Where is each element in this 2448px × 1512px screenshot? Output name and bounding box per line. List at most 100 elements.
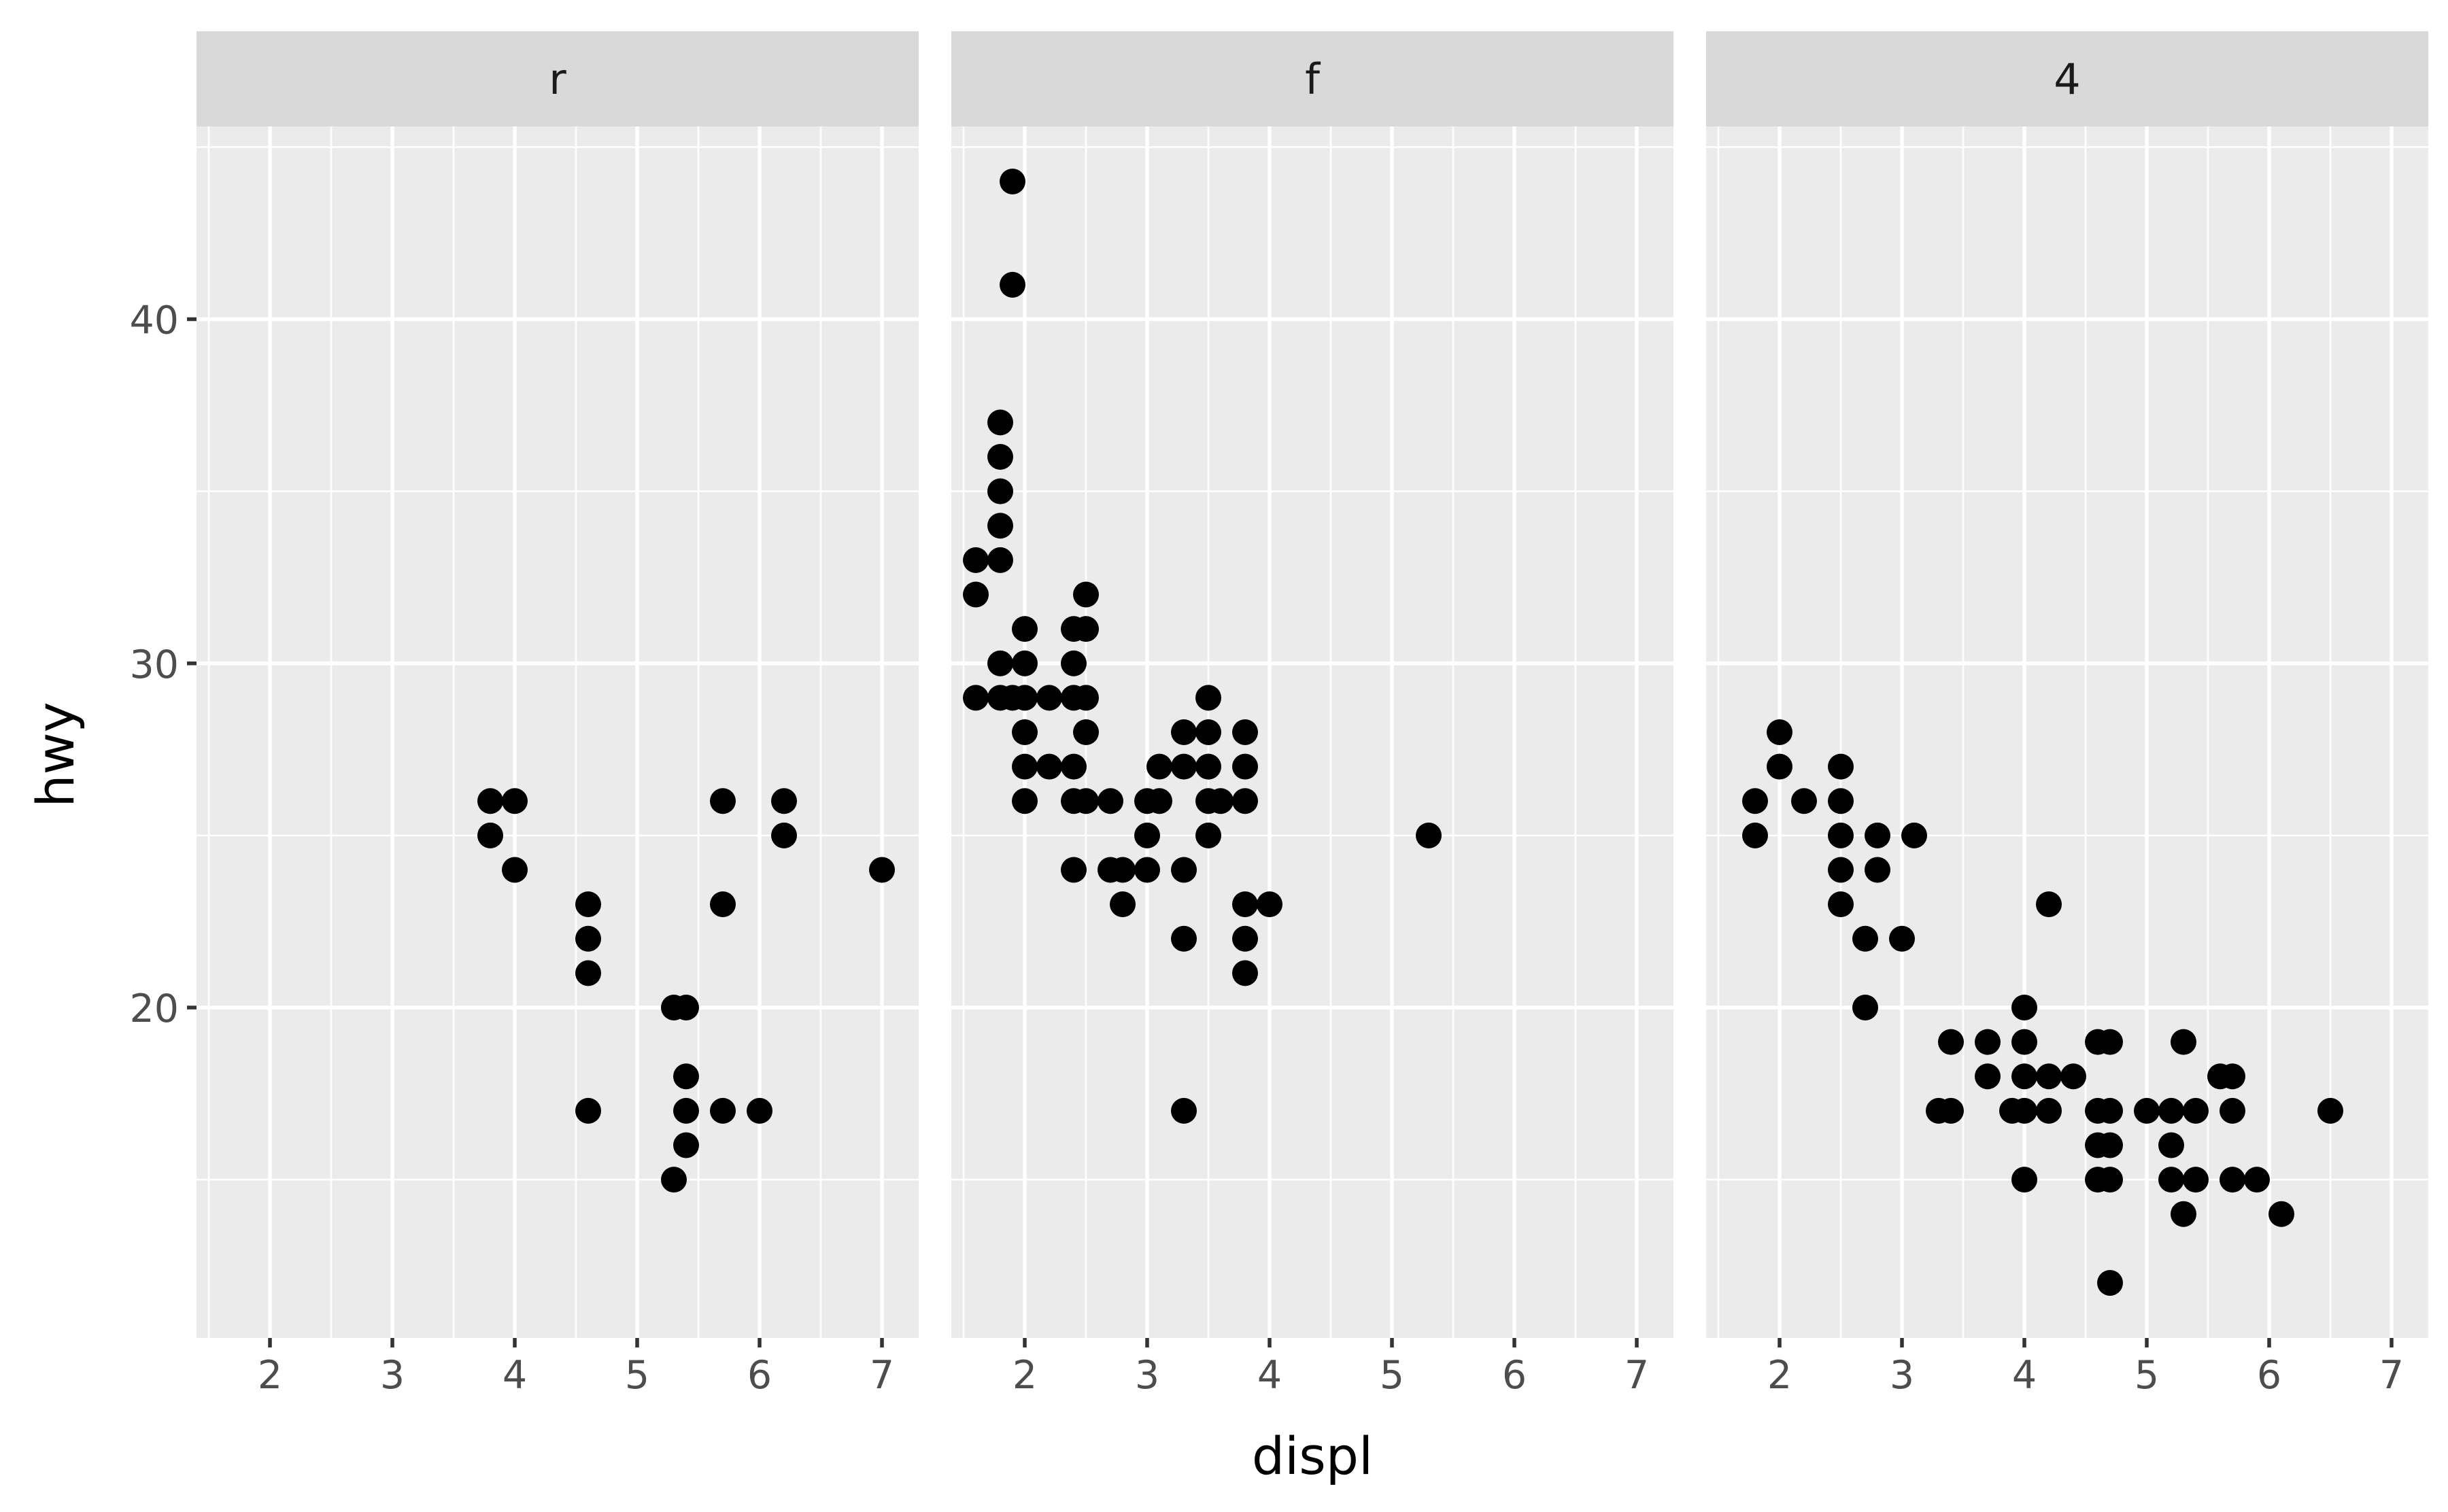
data-point bbox=[2171, 1201, 2196, 1227]
facet-strip bbox=[951, 31, 1673, 126]
data-point bbox=[1171, 857, 1197, 883]
data-point bbox=[575, 891, 601, 918]
data-point bbox=[502, 788, 528, 814]
data-point bbox=[1889, 925, 1915, 952]
data-point bbox=[673, 1097, 699, 1124]
data-point bbox=[1195, 822, 1221, 848]
data-point bbox=[1073, 685, 1099, 711]
data-point bbox=[1012, 650, 1038, 676]
data-point bbox=[1000, 169, 1025, 194]
data-point bbox=[1828, 891, 1854, 918]
plot-panel bbox=[197, 126, 919, 1338]
facet-panel-f: f 2 3 4 5 6 7 bbox=[951, 31, 1673, 1398]
data-point bbox=[673, 995, 699, 1020]
data-point bbox=[575, 1097, 601, 1124]
data-point bbox=[2097, 1270, 2123, 1296]
data-point bbox=[2171, 1029, 2196, 1055]
facet-panels: r 2 3 4 5 6 7 f 2 3 4 5 6 7 4 2 3 4 5 6 7 bbox=[197, 31, 2428, 1398]
data-point bbox=[1975, 1029, 2001, 1055]
data-point bbox=[2097, 1097, 2123, 1124]
data-point bbox=[1232, 960, 1258, 986]
data-point bbox=[2011, 995, 2037, 1020]
y-tick-label: 30 bbox=[129, 642, 179, 687]
data-point bbox=[2097, 1167, 2123, 1193]
data-point bbox=[2220, 1167, 2245, 1193]
data-point bbox=[1073, 581, 1099, 608]
data-point bbox=[963, 685, 989, 711]
data-point bbox=[1938, 1097, 1964, 1124]
data-point bbox=[1061, 857, 1087, 883]
y-tick-label: 40 bbox=[129, 298, 179, 343]
data-point bbox=[1012, 685, 1038, 711]
data-point bbox=[2220, 1063, 2245, 1090]
data-point bbox=[1012, 788, 1038, 814]
data-point bbox=[1232, 753, 1258, 780]
x-tick-label: 4 bbox=[503, 1353, 527, 1398]
data-point bbox=[673, 1063, 699, 1090]
data-point bbox=[1073, 788, 1099, 814]
data-point bbox=[575, 960, 601, 986]
data-point bbox=[747, 1097, 772, 1124]
plot-panel bbox=[951, 126, 1673, 1338]
x-tick-label: 7 bbox=[870, 1353, 894, 1398]
x-tick-label: 7 bbox=[2379, 1353, 2404, 1398]
x-tick-label: 3 bbox=[380, 1353, 405, 1398]
y-tick-label: 20 bbox=[129, 986, 179, 1031]
x-axis-title: displ bbox=[1252, 1426, 1373, 1486]
x-tick-label: 3 bbox=[1135, 1353, 1159, 1398]
data-point bbox=[1416, 822, 1442, 848]
facet-strip bbox=[1706, 31, 2428, 126]
data-point bbox=[1134, 857, 1160, 883]
x-tick-label: 3 bbox=[1890, 1353, 1914, 1398]
data-point bbox=[1828, 788, 1854, 814]
facet-panel-4: 4 2 3 4 5 6 7 bbox=[1706, 31, 2428, 1398]
data-point bbox=[2036, 891, 2062, 918]
data-point bbox=[2244, 1167, 2270, 1193]
x-tick-label: 7 bbox=[1625, 1353, 1649, 1398]
data-point bbox=[1146, 788, 1172, 814]
data-point bbox=[1257, 891, 1282, 918]
data-point bbox=[2097, 1132, 2123, 1158]
data-point bbox=[1742, 788, 1768, 814]
data-point bbox=[1171, 1097, 1197, 1124]
data-point bbox=[771, 788, 797, 814]
data-point bbox=[1865, 857, 1890, 883]
data-point bbox=[987, 650, 1013, 676]
data-point bbox=[1208, 788, 1234, 814]
data-point bbox=[2183, 1097, 2209, 1124]
data-point bbox=[2011, 1167, 2037, 1193]
data-point bbox=[1938, 1029, 1964, 1055]
x-tick-label: 6 bbox=[747, 1353, 772, 1398]
data-point bbox=[1195, 719, 1221, 745]
x-tick-label: 2 bbox=[1013, 1353, 1037, 1398]
data-point bbox=[1146, 753, 1172, 780]
data-point bbox=[710, 1097, 736, 1124]
data-point bbox=[2158, 1132, 2184, 1158]
data-point bbox=[987, 409, 1013, 436]
data-point bbox=[1791, 788, 1817, 814]
data-point bbox=[673, 1132, 699, 1158]
x-tick-label: 2 bbox=[1767, 1353, 1792, 1398]
data-point bbox=[502, 857, 528, 883]
data-point bbox=[1767, 753, 1792, 780]
data-point bbox=[1975, 1063, 2001, 1090]
data-point bbox=[987, 444, 1013, 470]
facet-panel-r: r 2 3 4 5 6 7 bbox=[197, 31, 919, 1398]
data-point bbox=[1134, 822, 1160, 848]
data-point bbox=[1000, 271, 1025, 298]
x-tick-label: 6 bbox=[2257, 1353, 2281, 1398]
data-point bbox=[869, 857, 895, 883]
data-point bbox=[2317, 1097, 2343, 1124]
data-point bbox=[2036, 1063, 2062, 1090]
data-point bbox=[987, 478, 1013, 504]
data-point bbox=[2220, 1097, 2245, 1124]
y-axis: 20 30 40 bbox=[129, 298, 197, 1031]
data-point bbox=[661, 1167, 687, 1193]
x-tick-label: 4 bbox=[1257, 1353, 1282, 1398]
data-point bbox=[2183, 1167, 2209, 1193]
data-point bbox=[987, 547, 1013, 573]
data-point bbox=[1036, 685, 1062, 711]
data-point bbox=[963, 547, 989, 573]
data-point bbox=[1012, 753, 1038, 780]
